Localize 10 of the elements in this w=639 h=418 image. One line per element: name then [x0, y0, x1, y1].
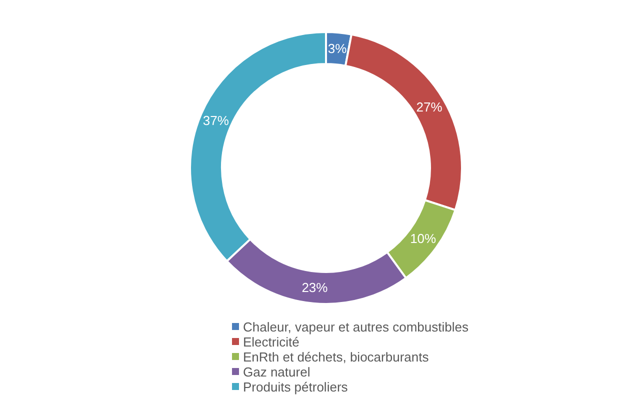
data-label: 10% [410, 231, 437, 246]
data-label: 3% [328, 41, 348, 56]
legend-label: Gaz naturel [243, 364, 310, 380]
legend-label: Produits pétroliers [243, 380, 348, 395]
legend-label: Chaleur, vapeur et autres combustibles [243, 320, 469, 335]
data-label: 37% [202, 112, 230, 128]
data-label: 27% [416, 99, 443, 114]
legend-label: Electricité [243, 334, 300, 350]
data-label: 23% [302, 280, 328, 296]
legend-label: EnRth et déchets, biocarburants [243, 350, 430, 365]
